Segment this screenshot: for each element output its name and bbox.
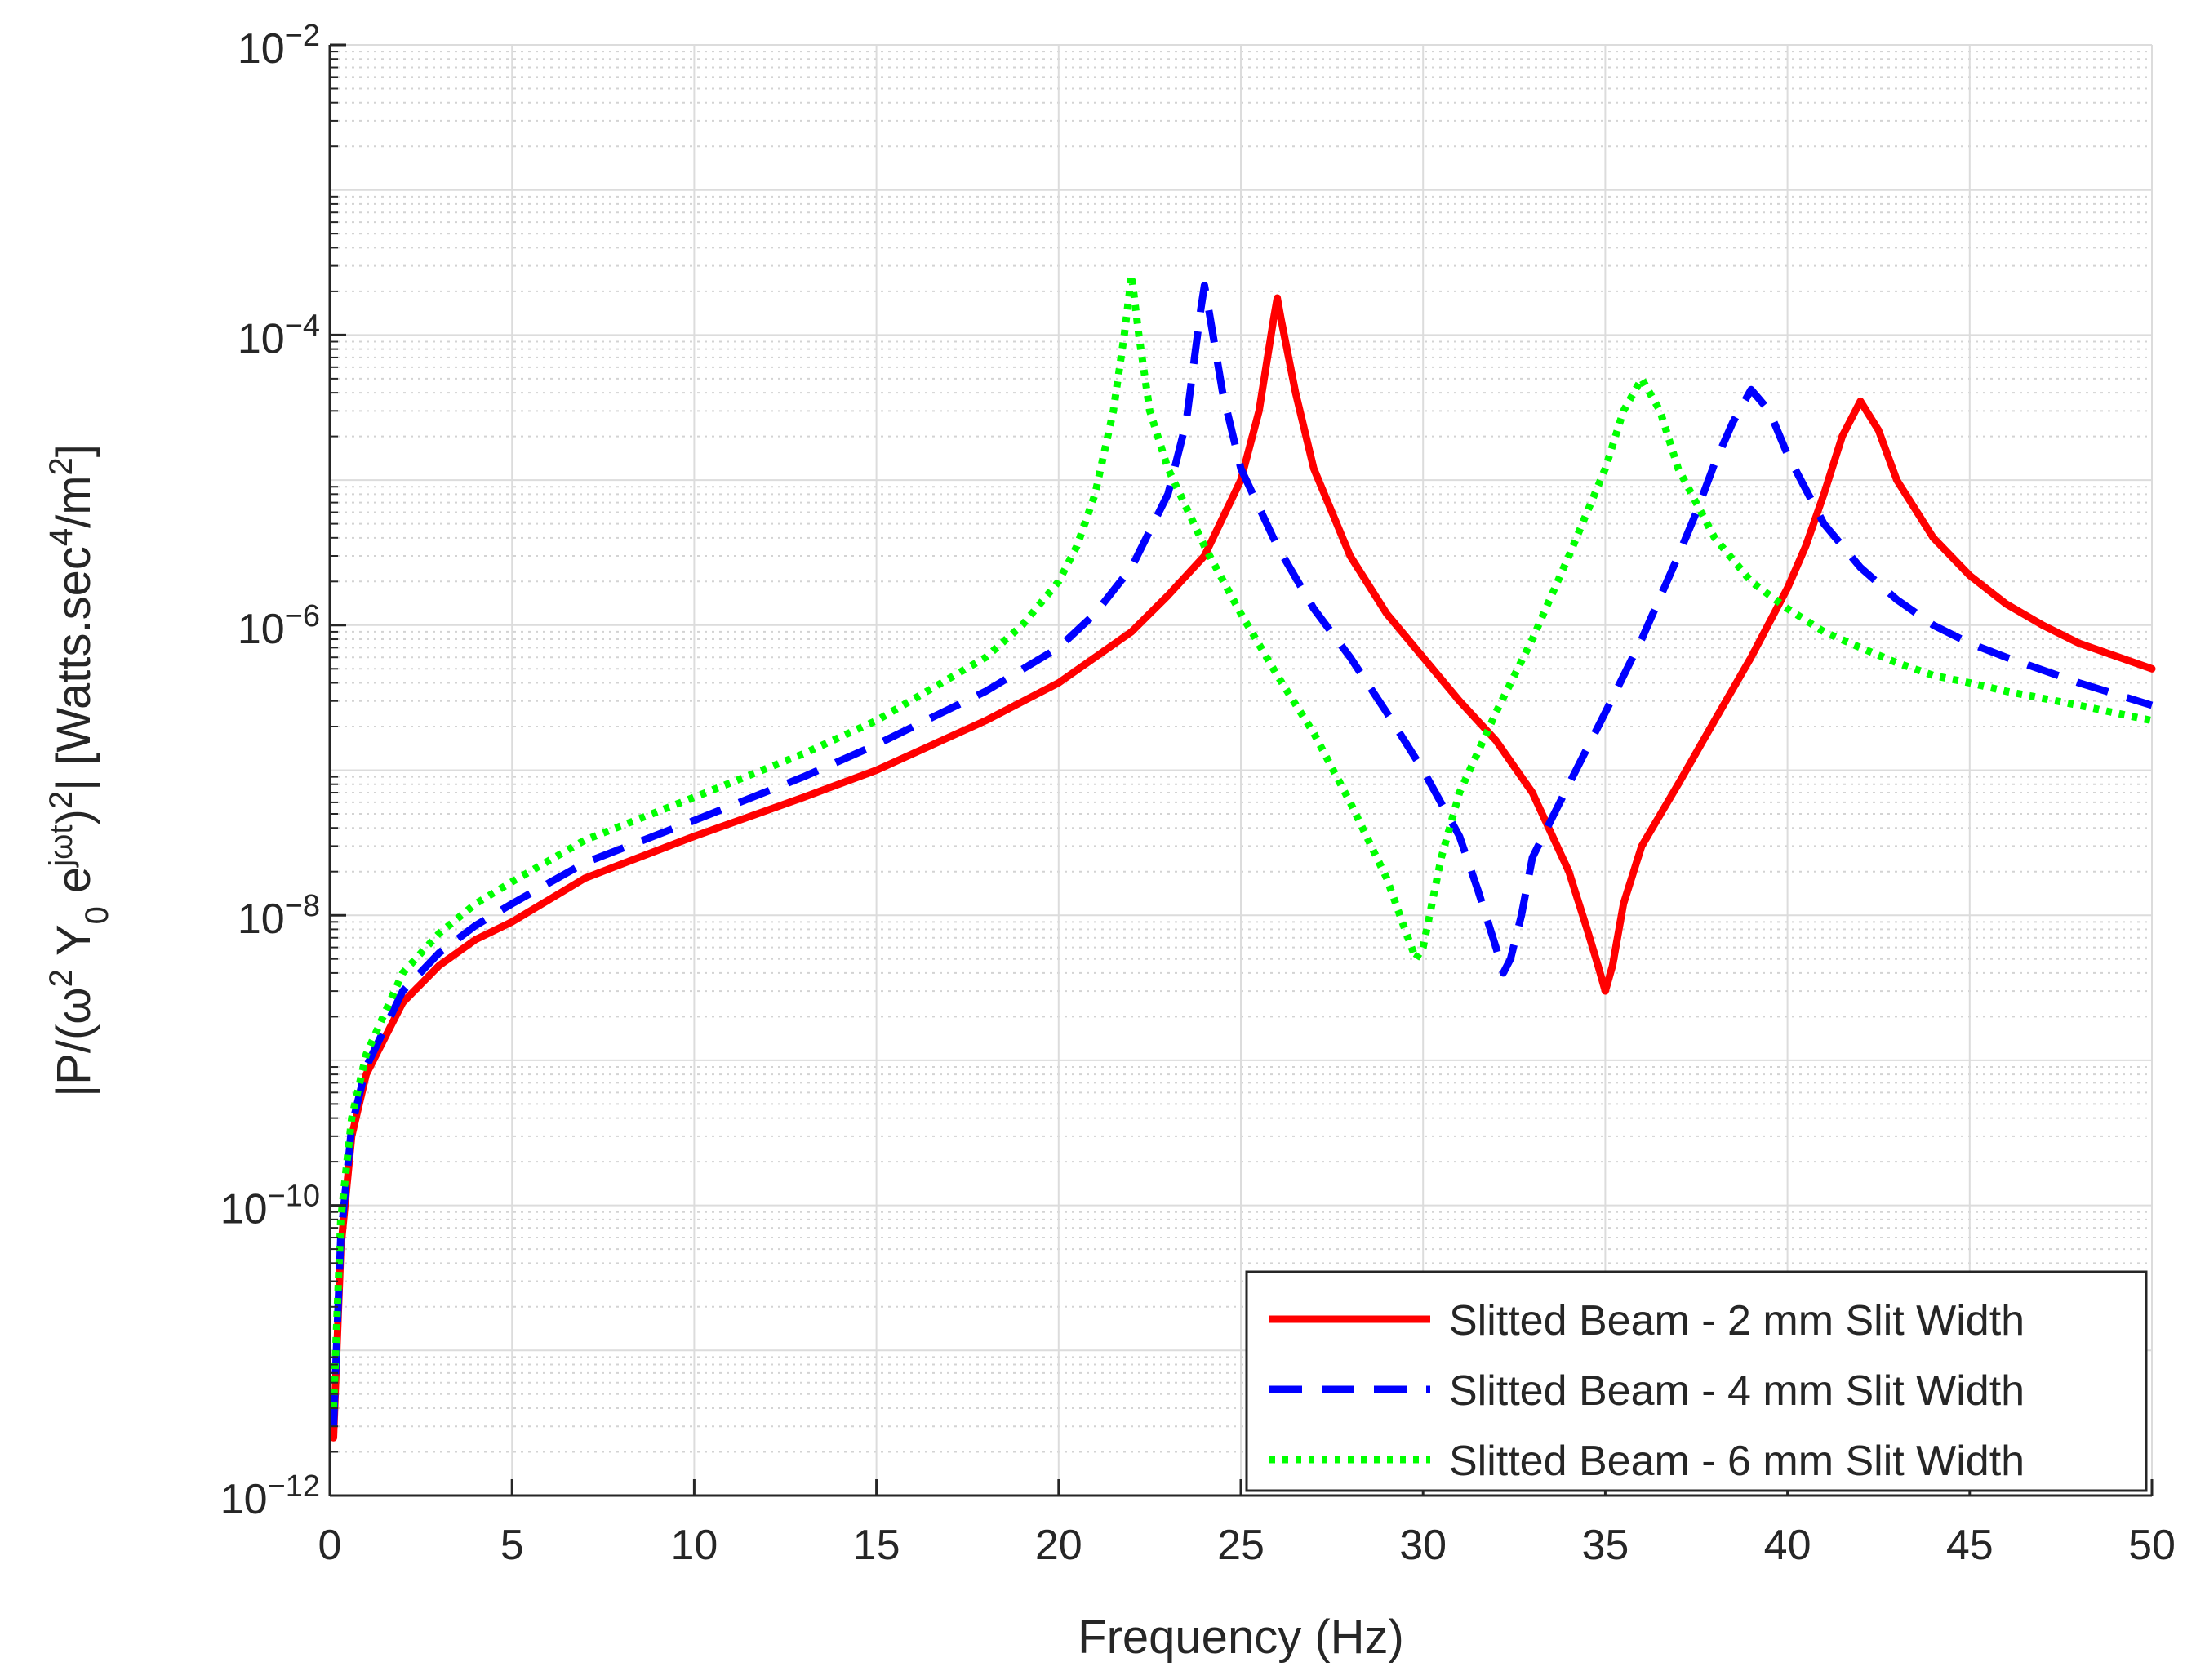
y-tick-label: 10−8 [238, 889, 320, 943]
legend-label-1: Slitted Beam - 2 mm Slit Width [1449, 1297, 2025, 1344]
legend-label-3: Slitted Beam - 6 mm Slit Width [1449, 1438, 2025, 1485]
x-tick-label: 30 [1399, 1522, 1447, 1569]
x-axis-ticks: 0 5 10 15 20 25 30 35 40 45 50 [318, 1479, 2176, 1569]
x-tick-label: 50 [2128, 1522, 2176, 1569]
y-tick-label: 10−6 [238, 599, 320, 653]
y-axis-ticks: 10−12 10−10 10−8 10−6 10−4 10−2 [220, 19, 346, 1523]
x-axis-label: Frequency (Hz) [1078, 1611, 1404, 1664]
x-tick-label: 15 [853, 1522, 900, 1569]
x-tick-label: 5 [500, 1522, 524, 1569]
y-tick-label: 10−2 [238, 19, 320, 73]
legend-label-2: Slitted Beam - 4 mm Slit Width [1449, 1367, 2025, 1415]
series-layer [330, 271, 2156, 1442]
legend-box [1245, 1270, 2148, 1492]
y-tick-label: 10−10 [220, 1180, 320, 1233]
x-tick-label: 20 [1035, 1522, 1082, 1569]
series-line-1 [330, 294, 2156, 1442]
x-tick-label: 10 [670, 1522, 718, 1569]
series-line-2 [330, 282, 2154, 1427]
y-tick-label: 10−12 [220, 1469, 320, 1523]
x-tick-label: 45 [1946, 1522, 1994, 1569]
x-tick-label: 35 [1581, 1522, 1629, 1569]
legend: Slitted Beam - 2 mm Slit Width Slitted Be… [1245, 1270, 2148, 1492]
y-axis-label: |P/(ω2 Y0 ejωt)2| [Watts.sec4/m2] [43, 444, 115, 1097]
x-tick-label: 0 [318, 1522, 342, 1569]
x-tick-label: 40 [1764, 1522, 1811, 1569]
y-tick-label: 10−4 [238, 309, 320, 362]
x-tick-label: 25 [1217, 1522, 1265, 1569]
